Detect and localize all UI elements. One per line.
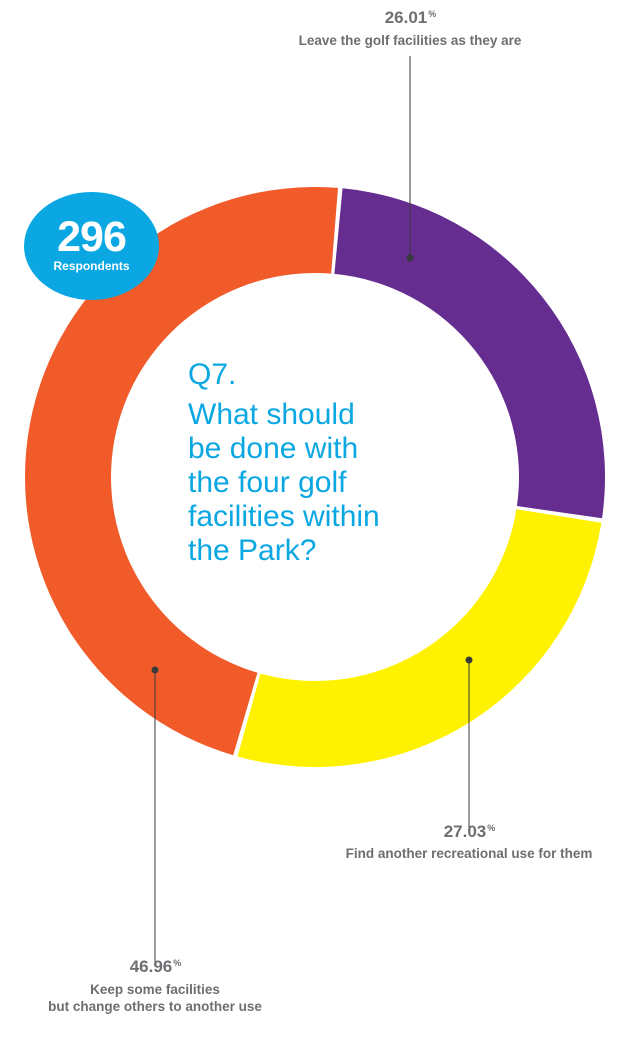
slice-label-leave: Leave the golf facilities as they are	[299, 33, 522, 48]
respondent-count: 296	[57, 213, 127, 261]
question-text-line: facilities within	[188, 500, 380, 533]
respondents-badge: 296 Respondents	[24, 192, 159, 300]
question-text-line: the four golf	[188, 466, 347, 499]
percent-sign-find: %	[487, 823, 495, 833]
donut-slice-keep	[24, 186, 339, 756]
question-block: Q7. What should be done with the four go…	[188, 358, 468, 568]
question-text-line: What should	[188, 398, 355, 431]
question-number: Q7.	[188, 358, 237, 391]
question-text-line: the Park?	[188, 534, 317, 567]
percent-label-find: 27.03	[444, 822, 487, 841]
leader-dot-find	[465, 656, 473, 664]
slice-label-keep: Keep some facilities	[90, 982, 220, 997]
donut-slice-leave	[334, 188, 605, 519]
leader-dot-leave	[406, 254, 414, 262]
percent-label-leave: 26.01	[385, 8, 428, 27]
question-text: What should be done with the four golf f…	[188, 398, 468, 568]
question-text-line: be done with	[188, 432, 359, 465]
leader-dot-keep	[151, 666, 159, 674]
percent-sign-leave: %	[428, 9, 436, 19]
slice-label-keep: but change others to another use	[48, 999, 262, 1014]
slice-label-find: Find another recreational use for them	[346, 846, 593, 861]
respondents-label: Respondents	[53, 259, 130, 273]
percent-sign-keep: %	[173, 958, 181, 968]
donut-slice-find	[237, 509, 602, 767]
percent-label-keep: 46.96	[130, 957, 173, 976]
